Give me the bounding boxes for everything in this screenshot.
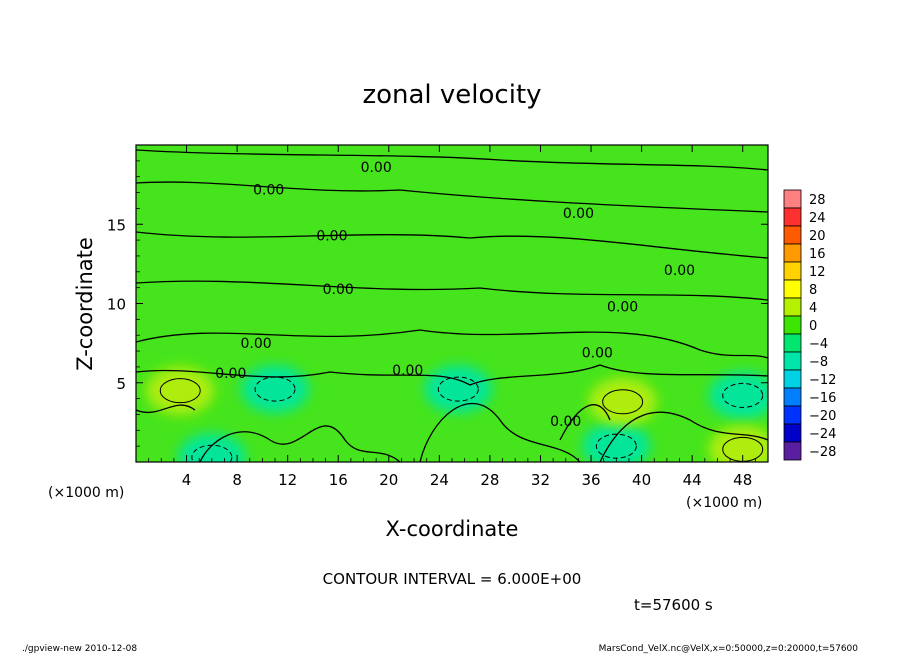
y-tick-label: 15 bbox=[107, 216, 126, 234]
y-axis-ticks: 5 10 15 bbox=[107, 160, 768, 447]
colorbar-label: −20 bbox=[809, 409, 836, 424]
anomaly-contour bbox=[602, 389, 644, 415]
colorbar-label: 16 bbox=[809, 247, 826, 262]
colorbar-swatch bbox=[783, 315, 802, 335]
colorbar-swatch bbox=[783, 225, 802, 245]
anomaly-contour bbox=[191, 444, 233, 462]
contour-interval-label: CONTOUR INTERVAL = 6.000E+00 bbox=[323, 570, 582, 588]
colorbar-label: −12 bbox=[809, 373, 836, 388]
x-tick-label: 16 bbox=[329, 471, 348, 489]
footer-right: MarsCond_VelX.nc@VelX,x=0:50000,z=0:2000… bbox=[599, 644, 859, 654]
colorbar-swatch bbox=[783, 207, 802, 227]
anomaly-patch bbox=[424, 365, 493, 414]
x-tick-label: 44 bbox=[683, 471, 702, 489]
contour-label: 0.00 bbox=[664, 263, 695, 279]
y-tick-label: 10 bbox=[107, 296, 126, 314]
colorbar-label: −28 bbox=[809, 445, 836, 460]
anomaly-patch bbox=[582, 422, 651, 462]
x-tick-label: 36 bbox=[581, 471, 600, 489]
colorbar-swatch bbox=[783, 297, 802, 317]
colorbar-label: 4 bbox=[809, 301, 817, 316]
x-tick-label: 20 bbox=[379, 471, 398, 489]
y-axis-label: Z-coordinate bbox=[73, 237, 97, 371]
colorbar-swatch bbox=[783, 243, 802, 263]
anomaly-patch bbox=[177, 433, 246, 462]
contour-label: 0.00 bbox=[582, 346, 613, 362]
plot-area: 0.00 0.00 0.00 0.00 0.00 0.00 0.00 0.00 0.00 0.00… bbox=[107, 144, 769, 489]
colorbar-swatch bbox=[783, 441, 802, 461]
y-tick-label: 5 bbox=[116, 375, 126, 393]
anomaly-contour bbox=[159, 378, 201, 404]
plot-background bbox=[136, 145, 768, 462]
colorbar-swatch bbox=[783, 351, 802, 371]
colorbar-swatch bbox=[783, 387, 802, 407]
colorbar-swatch bbox=[783, 261, 802, 281]
colorbar-swatch bbox=[783, 333, 802, 353]
contour-label: 0.00 bbox=[361, 160, 392, 176]
x-axis-ticks: 4 8 12 16 20 24 28 32 36 40 44 48 bbox=[148, 145, 756, 489]
anomaly-patch bbox=[146, 366, 215, 415]
colorbar-label: 12 bbox=[809, 265, 826, 280]
contour-label: 0.00 bbox=[563, 206, 594, 222]
anomaly-contour bbox=[437, 376, 479, 402]
colorbar-swatch bbox=[783, 423, 802, 443]
x-tick-label: 40 bbox=[632, 471, 651, 489]
x-axis-label: X-coordinate bbox=[386, 517, 519, 541]
contour-label: 0.00 bbox=[392, 363, 423, 379]
x-tick-label: 48 bbox=[733, 471, 752, 489]
colorbar-label: −16 bbox=[809, 391, 836, 406]
colorbar-label: −8 bbox=[809, 355, 828, 370]
colorbar-label: 0 bbox=[809, 319, 817, 334]
time-label: t=57600 s bbox=[634, 596, 713, 614]
colorbar-swatch bbox=[783, 405, 802, 425]
anomaly-contour bbox=[722, 382, 764, 408]
contour-labels: 0.00 0.00 0.00 0.00 0.00 0.00 0.00 0.00 0.00 0.00… bbox=[215, 160, 695, 430]
colorbar-label: 24 bbox=[809, 211, 826, 226]
colorbar-label: −24 bbox=[809, 427, 836, 442]
contour-label: 0.00 bbox=[607, 300, 638, 316]
x-tick-label: 4 bbox=[182, 471, 192, 489]
x-tick-label: 8 bbox=[232, 471, 242, 489]
colorbar-swatch bbox=[783, 189, 802, 209]
contour-label: 0.00 bbox=[550, 414, 581, 430]
colorbar-label: 8 bbox=[809, 283, 817, 298]
anomaly-contour bbox=[254, 376, 296, 402]
contour-label: 0.00 bbox=[316, 228, 347, 244]
anomaly-patch bbox=[241, 365, 310, 414]
colorbar-label: 20 bbox=[809, 229, 826, 244]
anomaly-patch bbox=[588, 377, 657, 426]
anomaly-patch bbox=[708, 371, 768, 420]
footer-left: ./gpview-new 2010-12-08 bbox=[22, 644, 137, 654]
colorbar-label: −4 bbox=[809, 337, 828, 352]
x-tick-label: 32 bbox=[531, 471, 550, 489]
x-tick-label: 24 bbox=[430, 471, 449, 489]
colorbar: 28 24 20 16 12 8 4 0 −4 −8 −12 −16 −20 −24 −28 bbox=[783, 189, 836, 461]
x-tick-label: 28 bbox=[480, 471, 499, 489]
chart-title: zonal velocity bbox=[362, 80, 541, 110]
colorbar-label: 28 bbox=[809, 193, 826, 208]
x-units-left: (×1000 m) bbox=[48, 485, 124, 501]
contour-label: 0.00 bbox=[323, 282, 354, 298]
x-tick-label: 12 bbox=[278, 471, 297, 489]
contour-label: 0.00 bbox=[215, 366, 246, 382]
contour-label: 0.00 bbox=[253, 182, 284, 198]
colorbar-swatch bbox=[783, 369, 802, 389]
x-units-right: (×1000 m) bbox=[686, 495, 762, 511]
contour-label: 0.00 bbox=[240, 336, 271, 352]
contour-lines bbox=[136, 149, 768, 462]
colorbar-swatch bbox=[783, 279, 802, 299]
